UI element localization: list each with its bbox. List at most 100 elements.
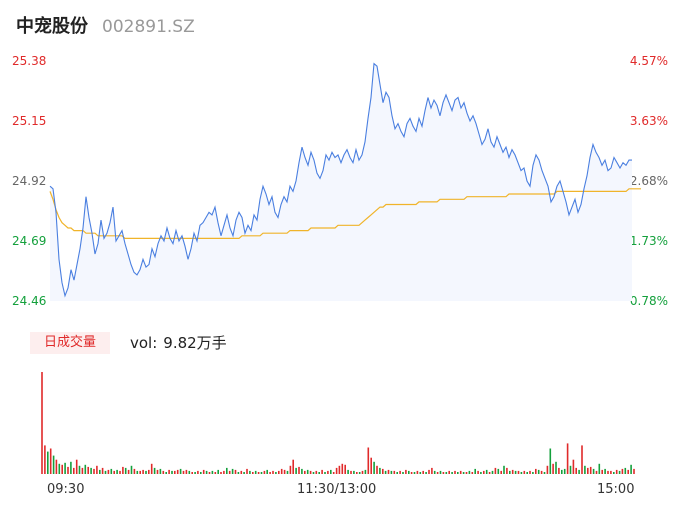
- volume-bar: [523, 470, 526, 474]
- percent-label-1: 3.63%: [629, 114, 668, 128]
- volume-bar: [364, 469, 367, 474]
- volume-bar: [208, 472, 211, 474]
- volume-bar: [480, 472, 482, 474]
- volume-bar: [41, 372, 43, 474]
- volume-bar: [439, 470, 442, 474]
- volume-bar: [587, 467, 589, 474]
- volume-bar: [312, 472, 315, 474]
- volume-bar: [497, 468, 500, 474]
- volume-bar: [283, 469, 286, 474]
- volume-bar: [90, 467, 92, 474]
- volume-bar: [197, 470, 199, 474]
- average-price-line: [49, 188, 641, 239]
- volume-bar: [266, 469, 268, 474]
- volume-bar: [633, 468, 635, 474]
- volume-bar: [75, 459, 78, 474]
- volume-bar: [136, 470, 139, 474]
- volume-bar: [431, 467, 433, 474]
- volume-bar: [509, 470, 511, 474]
- price-label-3: 24.69: [12, 234, 47, 248]
- volume-bar: [338, 465, 341, 474]
- volume-bar: [361, 470, 364, 474]
- volume-bar: [93, 468, 95, 474]
- volume-bar: [601, 469, 603, 474]
- volume-bar: [613, 472, 615, 474]
- volume-bar: [370, 457, 372, 474]
- volume-bar: [581, 445, 583, 474]
- volume-bar: [428, 469, 430, 474]
- volume-bar: [356, 472, 358, 474]
- volume-bar: [520, 472, 523, 474]
- volume-bar: [55, 459, 58, 474]
- volume-bar: [220, 472, 222, 474]
- volume-bar: [205, 470, 208, 474]
- volume-bar: [252, 472, 254, 474]
- stock-title: 中宠股份 002891.SZ: [16, 12, 195, 40]
- volume-bar: [306, 469, 309, 474]
- volume-bar: [532, 472, 534, 474]
- volume-bar: [419, 472, 422, 474]
- volume-bar: [402, 472, 404, 474]
- volume-bar: [286, 470, 289, 474]
- price-label-1: 25.15: [12, 114, 47, 128]
- volume-bar: [387, 469, 390, 474]
- volume-bar: [578, 469, 580, 474]
- volume-bar: [457, 472, 459, 474]
- volume-bar: [179, 468, 182, 474]
- volume-bar: [194, 472, 196, 474]
- volume-bar: [113, 470, 115, 474]
- volume-bar: [130, 465, 133, 474]
- volume-bar: [243, 472, 245, 474]
- volume-bar: [494, 467, 497, 474]
- volume-bar: [598, 463, 601, 474]
- volume-bar: [110, 468, 113, 474]
- volume-bar: [200, 472, 202, 474]
- volume-bar: [78, 465, 81, 474]
- volume-bar: [330, 469, 332, 474]
- volume-bar: [584, 465, 586, 474]
- volume-bar: [592, 468, 595, 474]
- volume-bar: [465, 472, 468, 474]
- volume-bar: [52, 455, 55, 474]
- volume-bar: [535, 468, 537, 474]
- volume-bar: [451, 472, 453, 474]
- volume-bar: [454, 470, 456, 474]
- volume-bar: [471, 472, 474, 474]
- volume-bar: [145, 470, 147, 474]
- volume-bar: [87, 466, 89, 474]
- volume-bar: [254, 470, 257, 474]
- volume-info: vol: 9.82万手: [130, 332, 227, 354]
- volume-bar: [477, 470, 479, 474]
- volume-bar: [485, 469, 488, 474]
- volume-bar: [405, 469, 407, 474]
- percent-label-0: 4.57%: [629, 54, 668, 68]
- volume-bar: [104, 470, 107, 474]
- volume-bar: [555, 461, 557, 474]
- volume-bar: [514, 470, 517, 474]
- percent-label-2: 2.68%: [629, 174, 668, 188]
- volume-bar: [202, 469, 205, 474]
- percent-label-4: 0.78%: [629, 294, 668, 308]
- volume-bar: [234, 469, 237, 474]
- volume-value: 9.82万手: [163, 334, 227, 352]
- volume-bar: [341, 463, 344, 474]
- volume-bar: [563, 468, 566, 474]
- time-label-close: 15:00: [597, 482, 635, 497]
- volume-bar: [382, 468, 384, 474]
- volume-bar: [552, 463, 554, 474]
- volume-bar: [185, 469, 188, 474]
- volume-bar: [630, 464, 632, 474]
- volume-bar: [468, 470, 471, 474]
- volume-bar: [124, 467, 127, 474]
- volume-bar: [116, 469, 118, 474]
- volume-bar: [278, 470, 280, 474]
- volume-bar: [67, 466, 69, 474]
- volume-bar: [503, 465, 505, 474]
- volume-tab[interactable]: 日成交量: [30, 332, 110, 354]
- volume-bar: [171, 470, 173, 474]
- price-line: [49, 62, 632, 298]
- volume-bar: [462, 472, 465, 474]
- volume-bar: [353, 470, 355, 474]
- volume-bar: [122, 466, 124, 474]
